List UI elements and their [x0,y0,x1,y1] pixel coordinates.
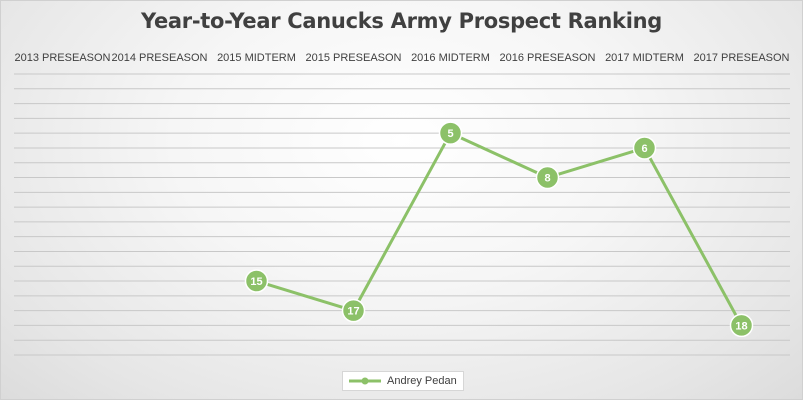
data-point-marker [341,298,366,323]
x-tick-label: 2013 PRESEASON [15,52,111,64]
data-point: 8 [535,165,560,190]
x-tick-label: 2017 MIDTERM [605,52,684,64]
data-label: 5 [447,128,453,140]
data-point-marker [729,313,754,338]
data-point: 15 [244,269,269,293]
legend-swatch-icon [349,377,381,385]
data-label: 17 [347,306,359,318]
data-point-marker [632,136,657,160]
x-tick-label: 2015 PRESEASON [306,52,402,64]
legend-label: Andrey Pedan [387,375,457,387]
data-point: 18 [729,313,754,338]
series-line [256,131,743,327]
x-tick-label: 2016 MIDTERM [411,52,490,64]
data-label: 18 [735,320,747,332]
data-label: 6 [641,143,647,155]
legend: Andrey Pedan [342,371,464,391]
x-tick-label: 2016 PRESEASON [500,52,596,64]
data-label: 8 [544,173,550,185]
chart-title: Year-to-Year Canucks Army Prospect Ranki… [140,9,662,33]
data-point-marker [438,121,463,145]
x-tick-label: 2015 MIDTERM [217,52,296,64]
data-point: 6 [632,136,657,160]
data-point-marker [244,269,269,293]
x-tick-label: 2017 PRESEASON [694,52,790,64]
x-tick-label: 2014 PRESEASON [112,52,208,64]
data-point: 5 [438,121,463,145]
data-label: 15 [250,276,262,288]
data-point: 17 [341,298,366,323]
data-point-marker [535,165,560,190]
